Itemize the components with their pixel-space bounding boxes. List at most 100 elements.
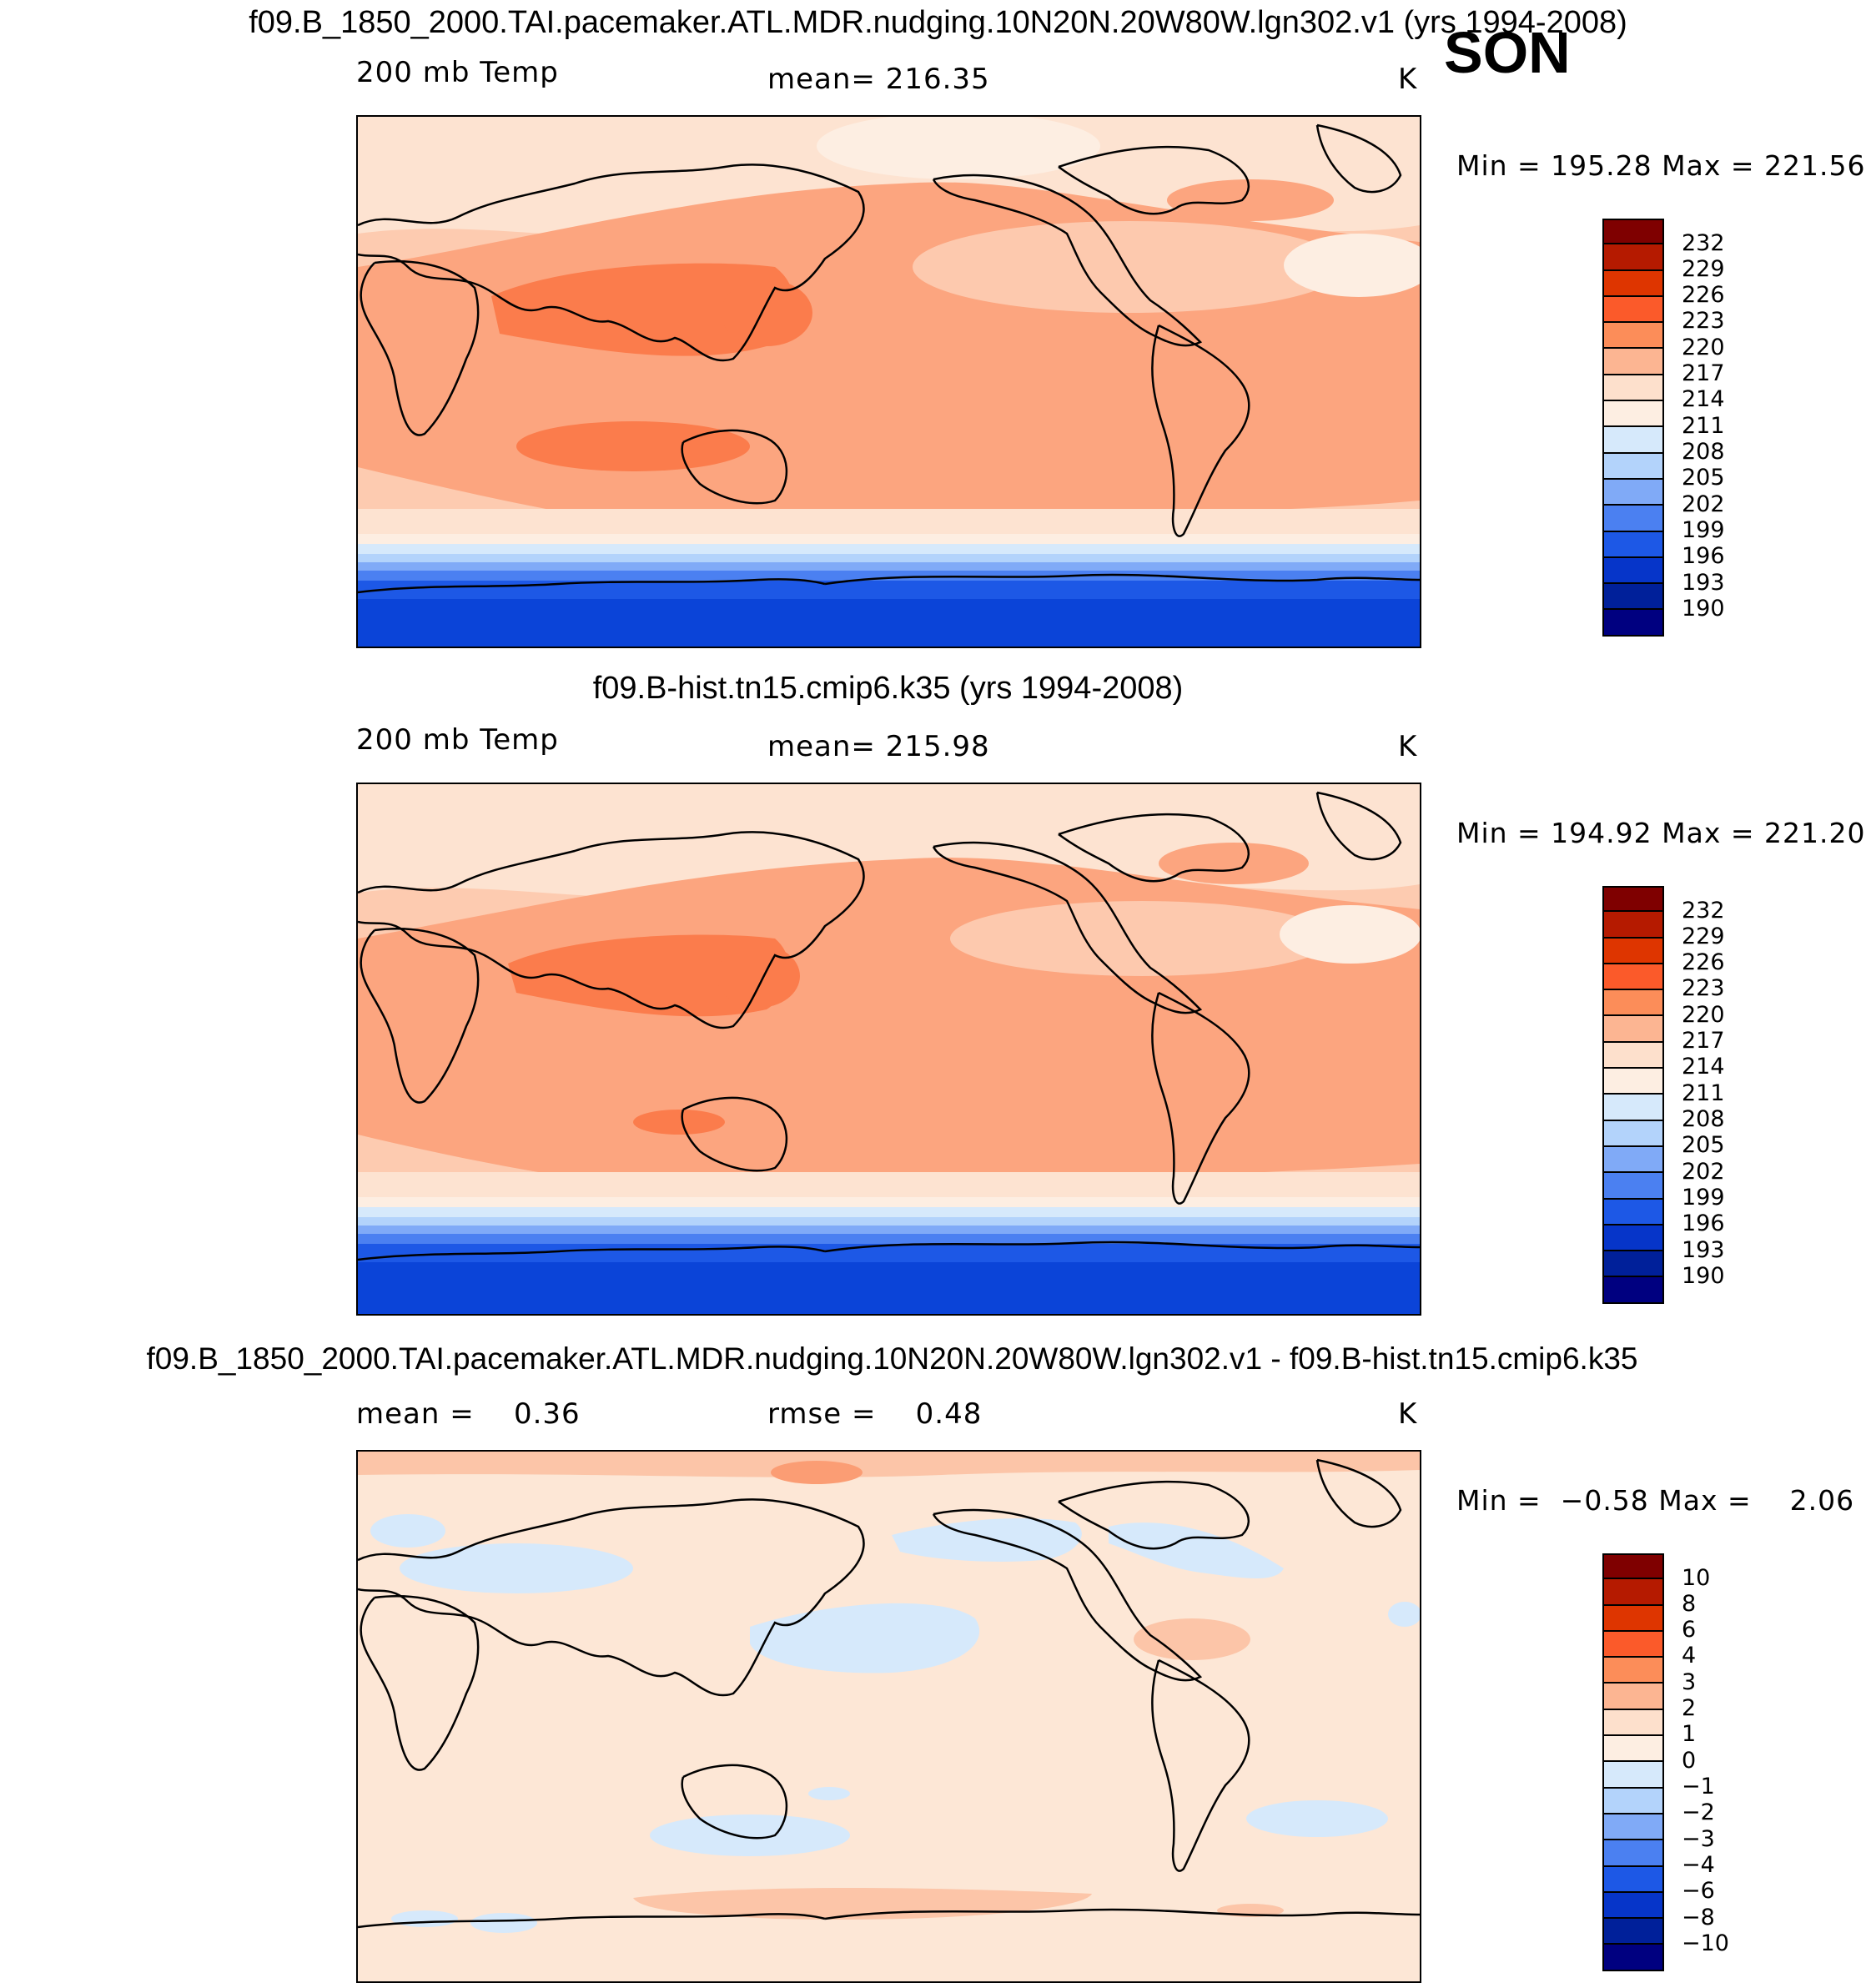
panel1-cb-label: 202 xyxy=(1682,491,1725,517)
panel1-units: K xyxy=(1398,63,1418,96)
colorbar-swatch xyxy=(1602,1631,1664,1658)
panel2-fill-208 xyxy=(358,1207,1420,1217)
panel3-cb-label: −6 xyxy=(1682,1878,1715,1904)
colorbar-swatch xyxy=(1602,244,1664,271)
panel2-contour-field xyxy=(358,784,1420,1314)
colorbar-swatch xyxy=(1602,1736,1664,1763)
panel3-cb-label: 8 xyxy=(1682,1591,1697,1617)
panel3-cb-label: 1 xyxy=(1682,1721,1697,1747)
colorbar-swatch xyxy=(1602,219,1664,245)
panel3-fill-neg-so1 xyxy=(391,1910,458,1927)
colorbar-swatch xyxy=(1602,1225,1664,1252)
panel3-mean-label: mean = 0.36 xyxy=(356,1397,581,1431)
panel3-fill-pos-gulf xyxy=(1134,1618,1250,1660)
colorbar-swatch xyxy=(1602,1251,1664,1278)
panel2-cb-label: 190 xyxy=(1682,1263,1725,1289)
colorbar-swatch xyxy=(1602,1762,1664,1789)
panel1-title: f09.B_1850_2000.TAI.pacemaker.ATL.MDR.nu… xyxy=(249,5,1627,40)
panel2-cb-label: 220 xyxy=(1682,1002,1725,1028)
panel1-fill-208 xyxy=(358,544,1420,554)
panel3-units: K xyxy=(1398,1397,1418,1431)
panel2-fill-202 xyxy=(358,1226,1420,1234)
panel1-cb-label: 211 xyxy=(1682,413,1725,439)
panel3-title: f09.B_1850_2000.TAI.pacemaker.ATL.MDR.nu… xyxy=(146,1341,1638,1376)
panel3-fill-neg-alaska xyxy=(892,1518,1082,1562)
panel1-fill-196 xyxy=(358,581,1420,599)
colorbar-swatch xyxy=(1602,427,1664,454)
panel3-cb-label: −3 xyxy=(1682,1826,1715,1852)
panel1-cb-label: 190 xyxy=(1682,596,1725,622)
panel2-fill-199 xyxy=(358,1234,1420,1244)
panel1-map xyxy=(356,115,1421,648)
colorbar-swatch xyxy=(1602,990,1664,1017)
panel2-fill-214-npac xyxy=(950,901,1334,976)
panel1-fill-205 xyxy=(358,554,1420,562)
panel1-field-label: 200 mb Temp xyxy=(356,56,559,89)
panel3-cb-label: 6 xyxy=(1682,1617,1697,1643)
colorbar-swatch xyxy=(1602,1146,1664,1174)
panel2-fill-220-asia xyxy=(508,934,789,1017)
panel3-cb-label: −1 xyxy=(1682,1774,1715,1799)
panel2-cb-label: 199 xyxy=(1682,1185,1725,1210)
panel3-fill-neg-aus xyxy=(808,1787,850,1800)
colorbar-swatch xyxy=(1602,453,1664,480)
panel2-cb-label: 223 xyxy=(1682,975,1725,1001)
panel2-cb-label: 202 xyxy=(1682,1159,1725,1185)
panel1-fill-193 xyxy=(358,599,1420,647)
panel2-cb-label: 208 xyxy=(1682,1106,1725,1132)
panel1-cb-label: 199 xyxy=(1682,517,1725,543)
panel2-cb-label: 193 xyxy=(1682,1237,1725,1263)
panel3-cb-label: −10 xyxy=(1682,1930,1729,1956)
panel3-cb-label: 4 xyxy=(1682,1643,1697,1668)
panel1-cb-label: 223 xyxy=(1682,308,1725,334)
colorbar-swatch xyxy=(1602,1684,1664,1710)
panel2-minmax: Min = 194.92 Max = 221.20 xyxy=(1456,817,1866,849)
panel3-cb-label: 2 xyxy=(1682,1695,1697,1721)
colorbar-swatch xyxy=(1602,349,1664,375)
panel3-fill-neg-satl xyxy=(1246,1800,1388,1837)
colorbar-swatch xyxy=(1602,1173,1664,1200)
panel3-fill-neg-so2 xyxy=(470,1913,537,1933)
panel2-mean-label: mean= 215.98 xyxy=(767,730,990,763)
colorbar-swatch xyxy=(1602,531,1664,558)
colorbar-swatch xyxy=(1602,1840,1664,1867)
panel2-cb-label: 229 xyxy=(1682,924,1725,949)
panel3-cb-label: −2 xyxy=(1682,1799,1715,1825)
colorbar-swatch xyxy=(1602,1042,1664,1070)
panel3-colorbar xyxy=(1602,1553,1664,1971)
panel1-cb-label: 226 xyxy=(1682,282,1725,308)
panel2-fill-211b xyxy=(358,1197,1420,1207)
colorbar-swatch xyxy=(1602,1277,1664,1304)
panel1-fill-220-aus xyxy=(516,421,750,471)
colorbar-swatch xyxy=(1602,1095,1664,1121)
panel3-cb-label: 0 xyxy=(1682,1748,1697,1774)
colorbar-swatch xyxy=(1602,912,1664,939)
panel2-field-label: 200 mb Temp xyxy=(356,723,559,757)
panel2-cb-label: 226 xyxy=(1682,949,1725,975)
colorbar-swatch xyxy=(1602,1866,1664,1893)
panel1-cb-label: 229 xyxy=(1682,256,1725,282)
panel3-contour-field xyxy=(358,1452,1420,1981)
panel2-fill-193 xyxy=(358,1262,1420,1314)
colorbar-swatch xyxy=(1602,323,1664,350)
panel3-fill-neg-npac xyxy=(750,1603,980,1673)
panel1-cb-label: 205 xyxy=(1682,465,1725,491)
panel3-fill-neg-north-atl xyxy=(370,1514,445,1548)
panel1-fill-211b xyxy=(358,534,1420,544)
panel2-fill-205 xyxy=(358,1217,1420,1226)
panel2-units: K xyxy=(1398,730,1418,763)
colorbar-swatch xyxy=(1602,296,1664,324)
colorbar-swatch xyxy=(1602,506,1664,532)
panel2-fill-217-na xyxy=(1159,843,1309,884)
colorbar-swatch xyxy=(1602,1709,1664,1737)
panel1-fill-211-south xyxy=(358,509,1420,534)
colorbar-swatch xyxy=(1602,1069,1664,1095)
colorbar-swatch xyxy=(1602,479,1664,506)
panel3-map xyxy=(356,1450,1421,1983)
colorbar-swatch xyxy=(1602,1892,1664,1920)
panel2-title: f09.B-hist.tn15.cmip6.k35 (yrs 1994-2008… xyxy=(592,671,1184,706)
panel3-fill-neg-europe xyxy=(400,1543,633,1593)
panel1-fill-217-na xyxy=(1167,179,1334,221)
colorbar-swatch xyxy=(1602,1199,1664,1226)
panel1-contour-field xyxy=(358,117,1420,647)
